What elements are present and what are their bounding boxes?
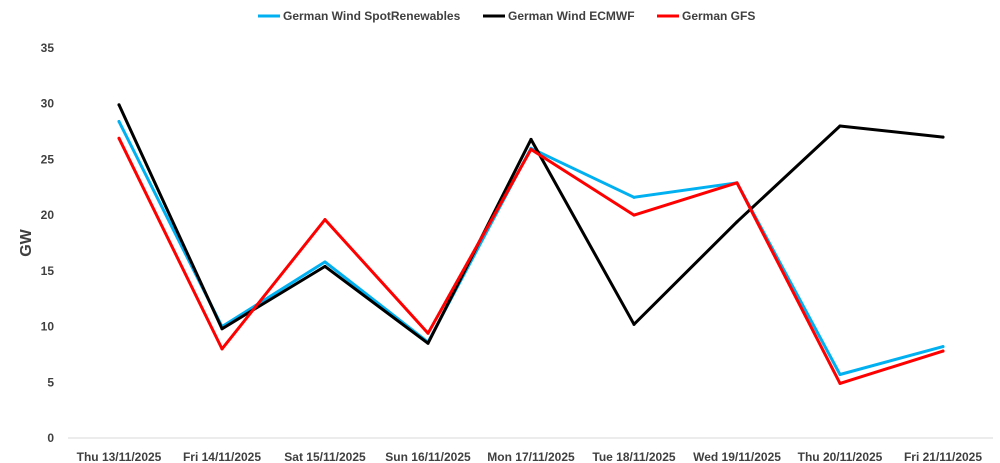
x-tick-label: Thu 13/11/2025 [77, 450, 162, 463]
data-point [117, 103, 121, 107]
chart-legend: German Wind SpotRenewables German Wind EC… [258, 9, 755, 23]
data-point [941, 349, 945, 353]
y-tick-label: 10 [41, 320, 55, 334]
data-point [117, 120, 121, 124]
data-point [529, 147, 533, 151]
data-point [323, 260, 327, 264]
y-tick-label: 0 [47, 431, 54, 445]
plot-series [117, 103, 945, 385]
x-tick-label: Fri 21/11/2025 [904, 450, 982, 463]
x-tick-label: Sat 15/11/2025 [284, 450, 366, 463]
y-tick-label: 5 [47, 375, 54, 389]
y-tick-label: 15 [41, 264, 55, 278]
data-point [941, 135, 945, 139]
data-point [838, 381, 842, 385]
series-line-3 [117, 136, 945, 385]
data-point [117, 136, 121, 140]
data-point [529, 137, 533, 141]
x-tick-label: Wed 19/11/2025 [693, 450, 781, 463]
y-tick-label: 35 [41, 41, 55, 55]
legend-label: German Wind SpotRenewables [283, 9, 461, 23]
legend-label: German GFS [682, 9, 755, 23]
data-point [735, 181, 739, 185]
data-point [426, 331, 430, 335]
legend-label: German Wind ECMWF [508, 9, 635, 23]
data-point [323, 264, 327, 268]
y-tick-label: 20 [41, 208, 55, 222]
data-point [838, 124, 842, 128]
data-point [735, 220, 739, 224]
y-tick-label: 25 [41, 152, 55, 166]
data-point [632, 213, 636, 217]
y-axis-title: GW [18, 228, 35, 256]
data-point [632, 322, 636, 326]
data-point [323, 218, 327, 222]
data-point [632, 195, 636, 199]
y-tick-label: 30 [41, 97, 55, 111]
x-tick-label: Mon 17/11/2025 [487, 450, 575, 463]
x-tick-label: Fri 14/11/2025 [183, 450, 261, 463]
data-point [941, 345, 945, 349]
x-tick-label: Tue 18/11/2025 [592, 450, 676, 463]
data-point [220, 347, 224, 351]
series-line-1 [117, 120, 945, 376]
data-point [426, 341, 430, 345]
data-point [838, 372, 842, 376]
x-tick-label: Thu 20/11/2025 [798, 450, 883, 463]
x-axis-ticks: Thu 13/11/2025 Fri 14/11/2025 Sat 15/11/20… [77, 450, 983, 463]
data-point [220, 327, 224, 331]
x-tick-label: Sun 16/11/2025 [385, 450, 471, 463]
y-axis-ticks: 0 5 10 15 20 25 30 35 [41, 41, 55, 445]
